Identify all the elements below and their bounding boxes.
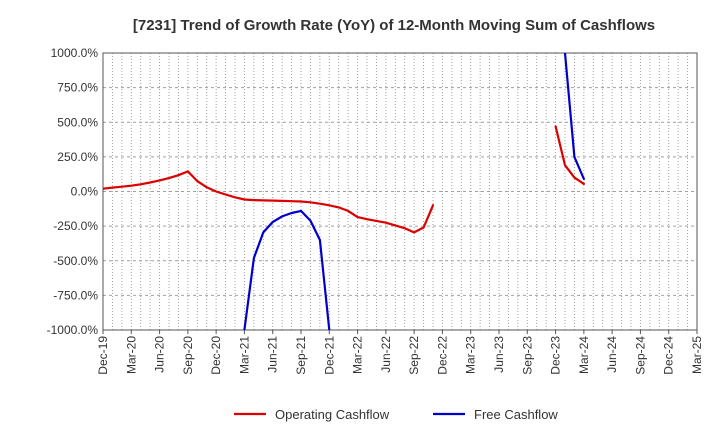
x-tick-label: Dec-20	[209, 336, 223, 375]
x-tick-label: Jun-24	[605, 336, 619, 373]
grid-layer	[102, 52, 698, 331]
x-tick-label: Mar-20	[124, 336, 138, 374]
x-tick-label: Jun-21	[266, 336, 280, 373]
x-tick-label: Jun-22	[379, 336, 393, 373]
x-tick-label: Mar-24	[577, 336, 591, 374]
legend-label: Free Cashflow	[474, 407, 558, 422]
y-tick-label: 250.0%	[57, 150, 98, 164]
x-tick-label: Mar-23	[464, 336, 478, 374]
legend: Operating Cashflow Free Cashflow	[234, 407, 558, 422]
series-layer	[103, 53, 586, 330]
y-tick-label: 1000.0%	[51, 46, 99, 60]
x-tick-label: Sep-22	[407, 336, 421, 375]
x-tick-label: Sep-20	[181, 336, 195, 375]
series-line	[554, 125, 586, 185]
series-operating-cashflow	[103, 125, 586, 234]
axis-layer: 1000.0% 750.0% 500.0% 250.0% 0.0% -250.0% -500…	[47, 46, 704, 375]
x-tick-label: Sep-24	[633, 336, 647, 375]
plot-frame	[102, 52, 698, 331]
x-tick-label: Mar-21	[237, 336, 251, 374]
series-line	[103, 170, 435, 234]
x-tick-label: Jun-20	[153, 336, 167, 373]
y-tick-label: 500.0%	[57, 115, 98, 129]
x-tick-label: Dec-19	[96, 336, 110, 375]
chart-title: [7231] Trend of Growth Rate (YoY) of 12-…	[133, 17, 655, 34]
y-tick-label: 750.0%	[57, 81, 98, 95]
x-tick-label: Sep-21	[294, 336, 308, 375]
series-line	[243, 209, 331, 330]
x-tick-label: Jun-23	[492, 336, 506, 373]
x-tick-label: Dec-21	[322, 336, 336, 375]
legend-label: Operating Cashflow	[275, 407, 390, 422]
series-line	[563, 53, 586, 181]
x-tick-label: Dec-22	[435, 336, 449, 375]
y-tick-label: -1000.0%	[47, 323, 99, 337]
series-free-cashflow	[243, 53, 586, 330]
y-tick-label: -500.0%	[53, 254, 98, 268]
x-tick-label: Sep-23	[520, 336, 534, 375]
x-tick-label: Dec-23	[549, 336, 563, 375]
x-tick-label: Mar-25	[690, 336, 704, 374]
y-tick-label: 0.0%	[71, 185, 99, 199]
x-tick-label: Dec-24	[662, 336, 676, 375]
x-tick-label: Mar-22	[351, 336, 365, 374]
y-tick-label: -250.0%	[53, 219, 98, 233]
y-tick-label: -750.0%	[53, 288, 98, 302]
